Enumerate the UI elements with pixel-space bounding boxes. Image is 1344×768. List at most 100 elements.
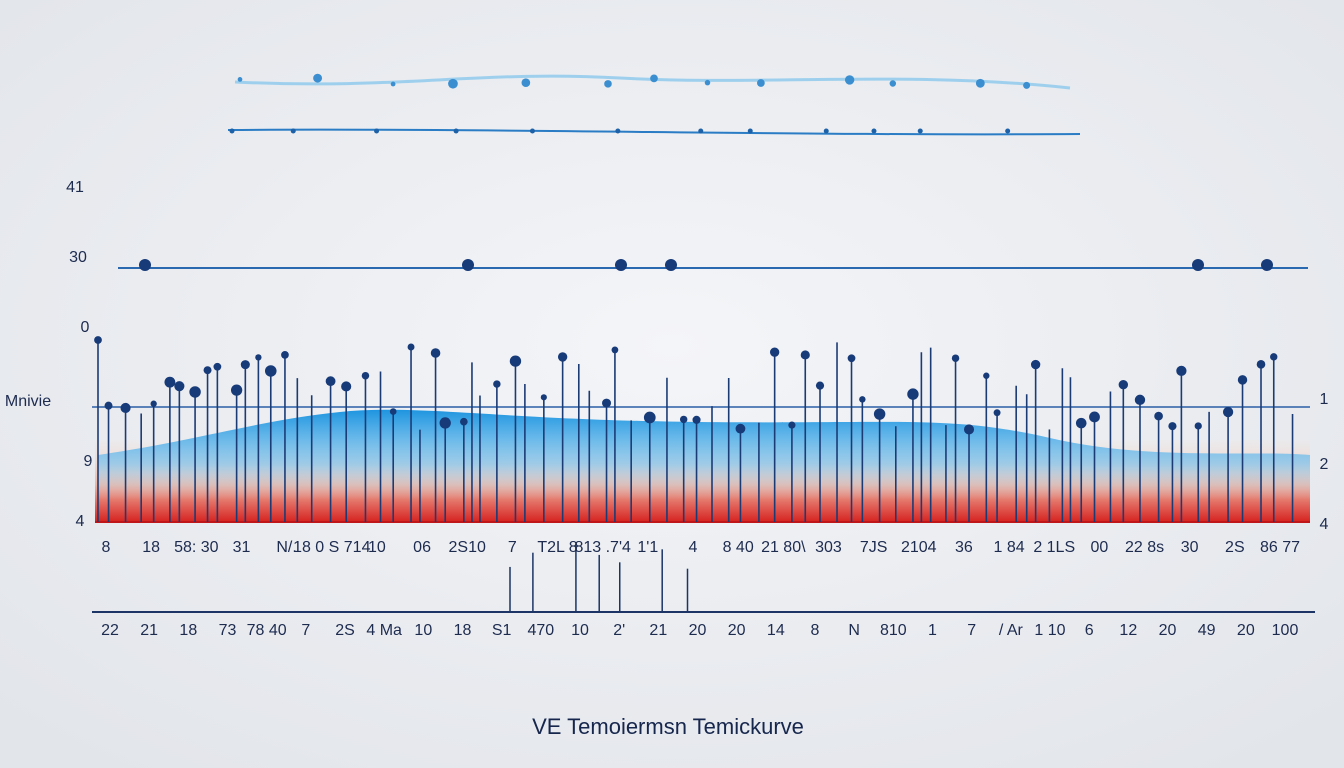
row-label: / Ar: [999, 622, 1024, 639]
stem-dot: [104, 401, 113, 410]
line-dot: [698, 128, 704, 134]
row-label: 18: [454, 622, 472, 639]
stem-dot: [120, 402, 131, 414]
stem-dot: [873, 408, 886, 420]
row-label: N/.: [276, 539, 296, 556]
stem-dot: [847, 354, 856, 363]
blue-band: [98, 409, 1310, 500]
faint-dot: [889, 80, 897, 87]
stem-dot: [213, 362, 222, 371]
row-label: 1: [928, 622, 937, 639]
row-label: 7: [508, 539, 517, 556]
left-label: 4: [76, 513, 85, 530]
row-label: 20: [728, 622, 746, 639]
stem-dot: [1134, 394, 1146, 406]
line-dot: [823, 128, 829, 134]
faint-dot: [313, 73, 323, 83]
stem-dot: [1168, 422, 1177, 431]
mid-dot: [665, 259, 677, 271]
stem-dot: [1270, 353, 1278, 361]
faint-dot: [704, 79, 711, 86]
faint-dot: [1023, 81, 1031, 89]
stem-dot: [602, 398, 612, 408]
stem-dot: [963, 424, 975, 435]
faint-dot: [448, 78, 458, 89]
row-label: 2S: [1225, 539, 1245, 556]
row-label: 7JS: [860, 539, 888, 556]
left-label: 41: [66, 179, 84, 196]
line-dot: [374, 128, 380, 134]
row-label: 21 80\: [761, 539, 806, 556]
row-label: 36: [955, 539, 973, 556]
row-label: 10: [571, 622, 589, 639]
row-label: 4 Ma: [366, 622, 402, 639]
stem-dot: [951, 354, 960, 362]
stem-dot: [341, 381, 352, 392]
faint-dot: [650, 74, 658, 83]
row-label: N: [848, 622, 860, 639]
row-label: 2S10: [449, 539, 486, 556]
stem-dot: [1237, 375, 1248, 385]
mid-dot: [1192, 259, 1204, 271]
stem-dot: [1030, 359, 1041, 370]
right-label: 1: [1320, 391, 1329, 408]
mid-dot: [462, 259, 474, 271]
row-label: 303: [815, 539, 842, 556]
row-label: 6: [1085, 622, 1094, 639]
stem-dot: [203, 366, 212, 375]
stem-dot: [769, 347, 780, 357]
row-label: 10: [414, 622, 432, 639]
row-label: 2104: [901, 539, 937, 556]
faint-dot: [521, 78, 531, 88]
faint-dot: [975, 78, 985, 88]
line-dot: [529, 128, 535, 134]
stem-dot: [150, 400, 157, 407]
line-dot: [290, 128, 296, 134]
stem-dot: [540, 394, 547, 401]
row-label: 30: [1181, 539, 1199, 556]
left-label: 0: [81, 319, 90, 336]
row-label: S1: [492, 622, 512, 639]
mid-dot: [1261, 259, 1273, 271]
row-label: 7: [967, 622, 976, 639]
left-label: 9: [84, 453, 93, 470]
row-label: 810: [880, 622, 907, 639]
row-label: 06: [413, 539, 431, 556]
stem-dot: [1222, 406, 1234, 418]
line-dot: [229, 128, 235, 134]
stem-dot: [692, 415, 701, 424]
stem-dot: [1075, 417, 1087, 429]
stem-dot: [1089, 411, 1100, 423]
line-dot: [1005, 128, 1011, 134]
stem-dot: [643, 411, 656, 424]
row-label: 21: [649, 622, 667, 639]
stem-dot: [493, 380, 501, 388]
stem-dot: [1256, 360, 1266, 369]
row-label: 470: [527, 622, 554, 639]
row-label: 1 10: [1034, 622, 1065, 639]
faint-dot: [390, 81, 396, 87]
row-label: 22: [101, 622, 119, 639]
stem-dot: [94, 336, 102, 344]
decoration: [94, 73, 1294, 612]
row-label: 49: [1198, 622, 1216, 639]
line-dot: [615, 128, 621, 134]
stem-dot: [389, 408, 397, 415]
stem-dot: [1194, 422, 1202, 430]
row-label: 18: [142, 539, 160, 556]
faint-dot: [844, 75, 855, 85]
line-dot: [871, 128, 877, 134]
stem-dot: [788, 421, 796, 429]
stem-dot: [859, 396, 866, 403]
row-label: 00: [1090, 539, 1108, 556]
row-label: 12: [1119, 622, 1137, 639]
right-label: 2: [1320, 456, 1329, 473]
row-label: 1 84: [994, 539, 1025, 556]
row-label: 100: [1272, 622, 1299, 639]
stem-dot: [281, 351, 289, 359]
row-label: 21: [140, 622, 158, 639]
left-label: 30: [69, 249, 87, 266]
faint-dot: [756, 79, 765, 87]
stem-dot: [907, 388, 919, 400]
